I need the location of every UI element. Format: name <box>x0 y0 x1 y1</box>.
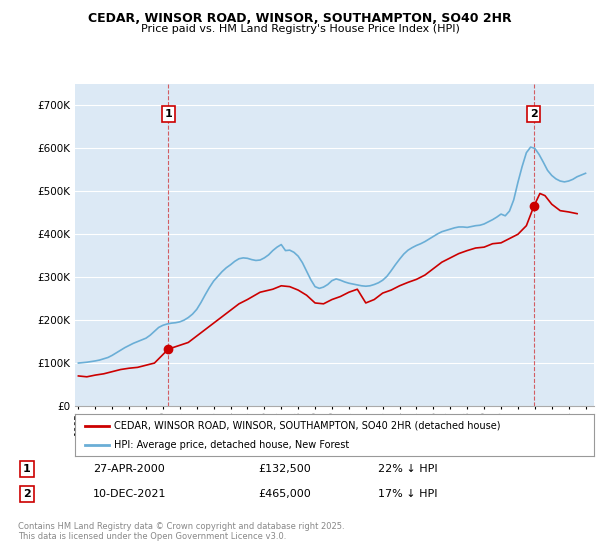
Text: Contains HM Land Registry data © Crown copyright and database right 2025.
This d: Contains HM Land Registry data © Crown c… <box>18 522 344 542</box>
Text: CEDAR, WINSOR ROAD, WINSOR, SOUTHAMPTON, SO40 2HR: CEDAR, WINSOR ROAD, WINSOR, SOUTHAMPTON,… <box>88 12 512 25</box>
Text: £465,000: £465,000 <box>258 489 311 499</box>
Text: 1: 1 <box>23 464 31 474</box>
Text: 2: 2 <box>530 109 538 119</box>
Text: 17% ↓ HPI: 17% ↓ HPI <box>378 489 437 499</box>
Text: Price paid vs. HM Land Registry's House Price Index (HPI): Price paid vs. HM Land Registry's House … <box>140 24 460 34</box>
Text: 10-DEC-2021: 10-DEC-2021 <box>93 489 167 499</box>
Text: 27-APR-2000: 27-APR-2000 <box>93 464 165 474</box>
Text: 22% ↓ HPI: 22% ↓ HPI <box>378 464 437 474</box>
Text: CEDAR, WINSOR ROAD, WINSOR, SOUTHAMPTON, SO40 2HR (detached house): CEDAR, WINSOR ROAD, WINSOR, SOUTHAMPTON,… <box>114 421 500 431</box>
Text: 1: 1 <box>164 109 172 119</box>
Text: £132,500: £132,500 <box>258 464 311 474</box>
Text: 2: 2 <box>23 489 31 499</box>
Text: HPI: Average price, detached house, New Forest: HPI: Average price, detached house, New … <box>114 440 349 450</box>
